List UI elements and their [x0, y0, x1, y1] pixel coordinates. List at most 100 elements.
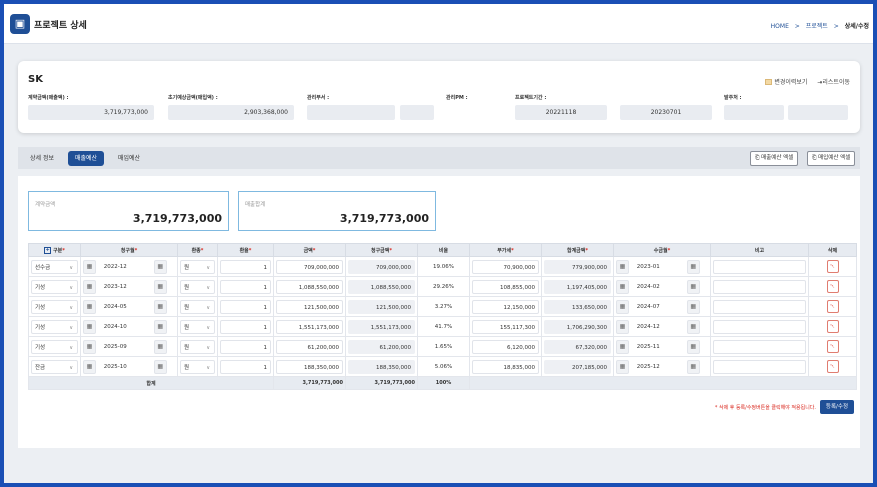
calendar-icon[interactable]: ▦ — [83, 259, 96, 274]
calendar-icon[interactable]: ▦ — [686, 259, 700, 274]
currency-cell: 원 ∨ — [177, 256, 218, 277]
calendar-icon[interactable]: ▦ — [83, 359, 96, 374]
calendar-icon[interactable]: ▦ — [153, 359, 167, 374]
remarks-input[interactable] — [713, 279, 806, 294]
calendar-icon[interactable]: ▦ — [616, 279, 629, 294]
initial-estimate-field[interactable]: 2,903,368,000 — [168, 105, 294, 120]
remarks-input[interactable] — [713, 359, 806, 374]
type-select[interactable]: 선수금 ∨ — [31, 259, 78, 274]
purchase-excel-button[interactable]: ⎗ 매입예산 엑셀 — [807, 151, 856, 166]
period-end-field[interactable]: 20230701 — [620, 105, 712, 120]
client-field[interactable] — [724, 105, 784, 120]
collect-month-input[interactable]: 2025-12 — [636, 364, 660, 370]
bill-month-input[interactable]: 2025-09 — [103, 344, 127, 350]
calendar-icon[interactable]: ▦ — [83, 319, 96, 334]
contract-amount-field[interactable]: 3,719,773,000 — [28, 105, 154, 120]
department-field[interactable] — [307, 105, 395, 120]
calendar-icon[interactable]: ▦ — [616, 319, 629, 334]
calendar-icon[interactable]: ▦ — [83, 279, 96, 294]
rate-input[interactable]: 1 — [220, 319, 271, 334]
vat-input[interactable]: 12,150,000 — [472, 299, 539, 314]
rate-cell: 1 — [217, 296, 274, 317]
bill-month-input[interactable]: 2023-12 — [103, 284, 127, 290]
remarks-input[interactable] — [713, 319, 806, 334]
history-link[interactable]: 변경이력보기 — [765, 79, 807, 86]
calendar-icon[interactable]: ▦ — [153, 319, 167, 334]
vat-input[interactable]: 108,855,000 — [472, 279, 539, 294]
collect-month-input[interactable]: 2024-12 — [636, 324, 660, 330]
period-start-field[interactable]: 20221118 — [515, 105, 607, 120]
bill-month-input[interactable]: 2024-05 — [103, 304, 127, 310]
trash-icon[interactable]: ␡ — [826, 340, 839, 353]
sales-excel-button[interactable]: ⎗ 매출예산 엑셀 — [750, 151, 799, 166]
type-select[interactable]: 기성 ∨ — [31, 299, 78, 314]
calendar-icon[interactable]: ▦ — [153, 299, 167, 314]
calendar-icon[interactable]: ▦ — [83, 299, 96, 314]
calendar-icon[interactable]: ▦ — [686, 359, 700, 374]
calendar-icon[interactable]: ▦ — [153, 259, 167, 274]
add-row-checkbox[interactable]: + — [44, 246, 52, 254]
trash-icon[interactable]: ␡ — [826, 280, 839, 293]
bill-month-input[interactable]: 2024-10 — [103, 324, 127, 330]
department-select[interactable] — [400, 105, 434, 120]
calendar-icon[interactable]: ▦ — [686, 319, 700, 334]
currency-select[interactable]: 원 ∨ — [180, 279, 215, 294]
amount-input[interactable]: 188,350,000 — [276, 359, 343, 374]
type-select[interactable]: 잔금 ∨ — [31, 359, 78, 374]
remarks-input[interactable] — [713, 339, 806, 354]
amount-input[interactable]: 1,088,550,000 — [276, 279, 343, 294]
rate-input[interactable]: 1 — [220, 259, 271, 274]
type-select[interactable]: 기성 ∨ — [31, 339, 78, 354]
rate-input[interactable]: 1 — [220, 299, 271, 314]
type-select[interactable]: 기성 ∨ — [31, 319, 78, 334]
amount-input[interactable]: 121,500,000 — [276, 299, 343, 314]
type-select[interactable]: 기성 ∨ — [31, 279, 78, 294]
client-select[interactable] — [788, 105, 848, 120]
amount-input[interactable]: 709,000,000 — [276, 259, 343, 274]
trash-icon[interactable]: ␡ — [826, 320, 839, 333]
rate-input[interactable]: 1 — [220, 279, 271, 294]
remarks-input[interactable] — [713, 299, 806, 314]
trash-icon[interactable]: ␡ — [826, 360, 839, 373]
bill-month-input[interactable]: 2025-10 — [103, 364, 127, 370]
save-button[interactable]: 등록/수정 — [819, 400, 854, 414]
tab-sales-budget[interactable]: 매출예산 — [68, 151, 105, 166]
calendar-icon[interactable]: ▦ — [686, 299, 700, 314]
trash-icon[interactable]: ␡ — [826, 260, 839, 273]
bill-month-input[interactable]: 2022-12 — [103, 264, 127, 270]
currency-select[interactable]: 원 ∨ — [180, 259, 215, 274]
list-link[interactable]: ⇥리스트이동 — [817, 79, 850, 86]
calendar-icon[interactable]: ▦ — [83, 339, 96, 354]
vat-input[interactable]: 70,900,000 — [472, 259, 539, 274]
collect-month-input[interactable]: 2025-11 — [636, 344, 660, 350]
chevron-down-icon: ∨ — [69, 304, 73, 311]
calendar-icon[interactable]: ▦ — [616, 359, 629, 374]
calendar-icon[interactable]: ▦ — [616, 259, 629, 274]
rate-input[interactable]: 1 — [220, 339, 271, 354]
tab-purchase-budget[interactable]: 매입예산 — [118, 155, 141, 162]
collect-month-input[interactable]: 2023-01 — [636, 264, 660, 270]
calendar-icon[interactable]: ▦ — [686, 279, 700, 294]
calendar-icon[interactable]: ▦ — [616, 299, 629, 314]
currency-select[interactable]: 원 ∨ — [180, 359, 215, 374]
vat-input[interactable]: 18,835,000 — [472, 359, 539, 374]
vat-input[interactable]: 155,117,300 — [472, 319, 539, 334]
currency-select[interactable]: 원 ∨ — [180, 299, 215, 314]
vat-input[interactable]: 6,120,000 — [472, 339, 539, 354]
calendar-icon[interactable]: ▦ — [686, 339, 700, 354]
trash-icon[interactable]: ␡ — [826, 300, 839, 313]
calendar-icon[interactable]: ▦ — [153, 339, 167, 354]
currency-select[interactable]: 원 ∨ — [180, 339, 215, 354]
rate-input[interactable]: 1 — [220, 359, 271, 374]
remarks-input[interactable] — [713, 259, 806, 274]
breadcrumb-project[interactable]: 프로젝트 — [805, 23, 828, 30]
calendar-icon[interactable]: ▦ — [616, 339, 629, 354]
collect-month-input[interactable]: 2024-07 — [636, 304, 660, 310]
breadcrumb-home[interactable]: HOME — [770, 23, 789, 30]
amount-input[interactable]: 61,200,000 — [276, 339, 343, 354]
amount-input[interactable]: 1,551,173,000 — [276, 319, 343, 334]
calendar-icon[interactable]: ▦ — [153, 279, 167, 294]
tab-detail-info[interactable]: 상세 정보 — [30, 155, 54, 162]
collect-month-input[interactable]: 2024-02 — [636, 284, 660, 290]
currency-select[interactable]: 원 ∨ — [180, 319, 215, 334]
